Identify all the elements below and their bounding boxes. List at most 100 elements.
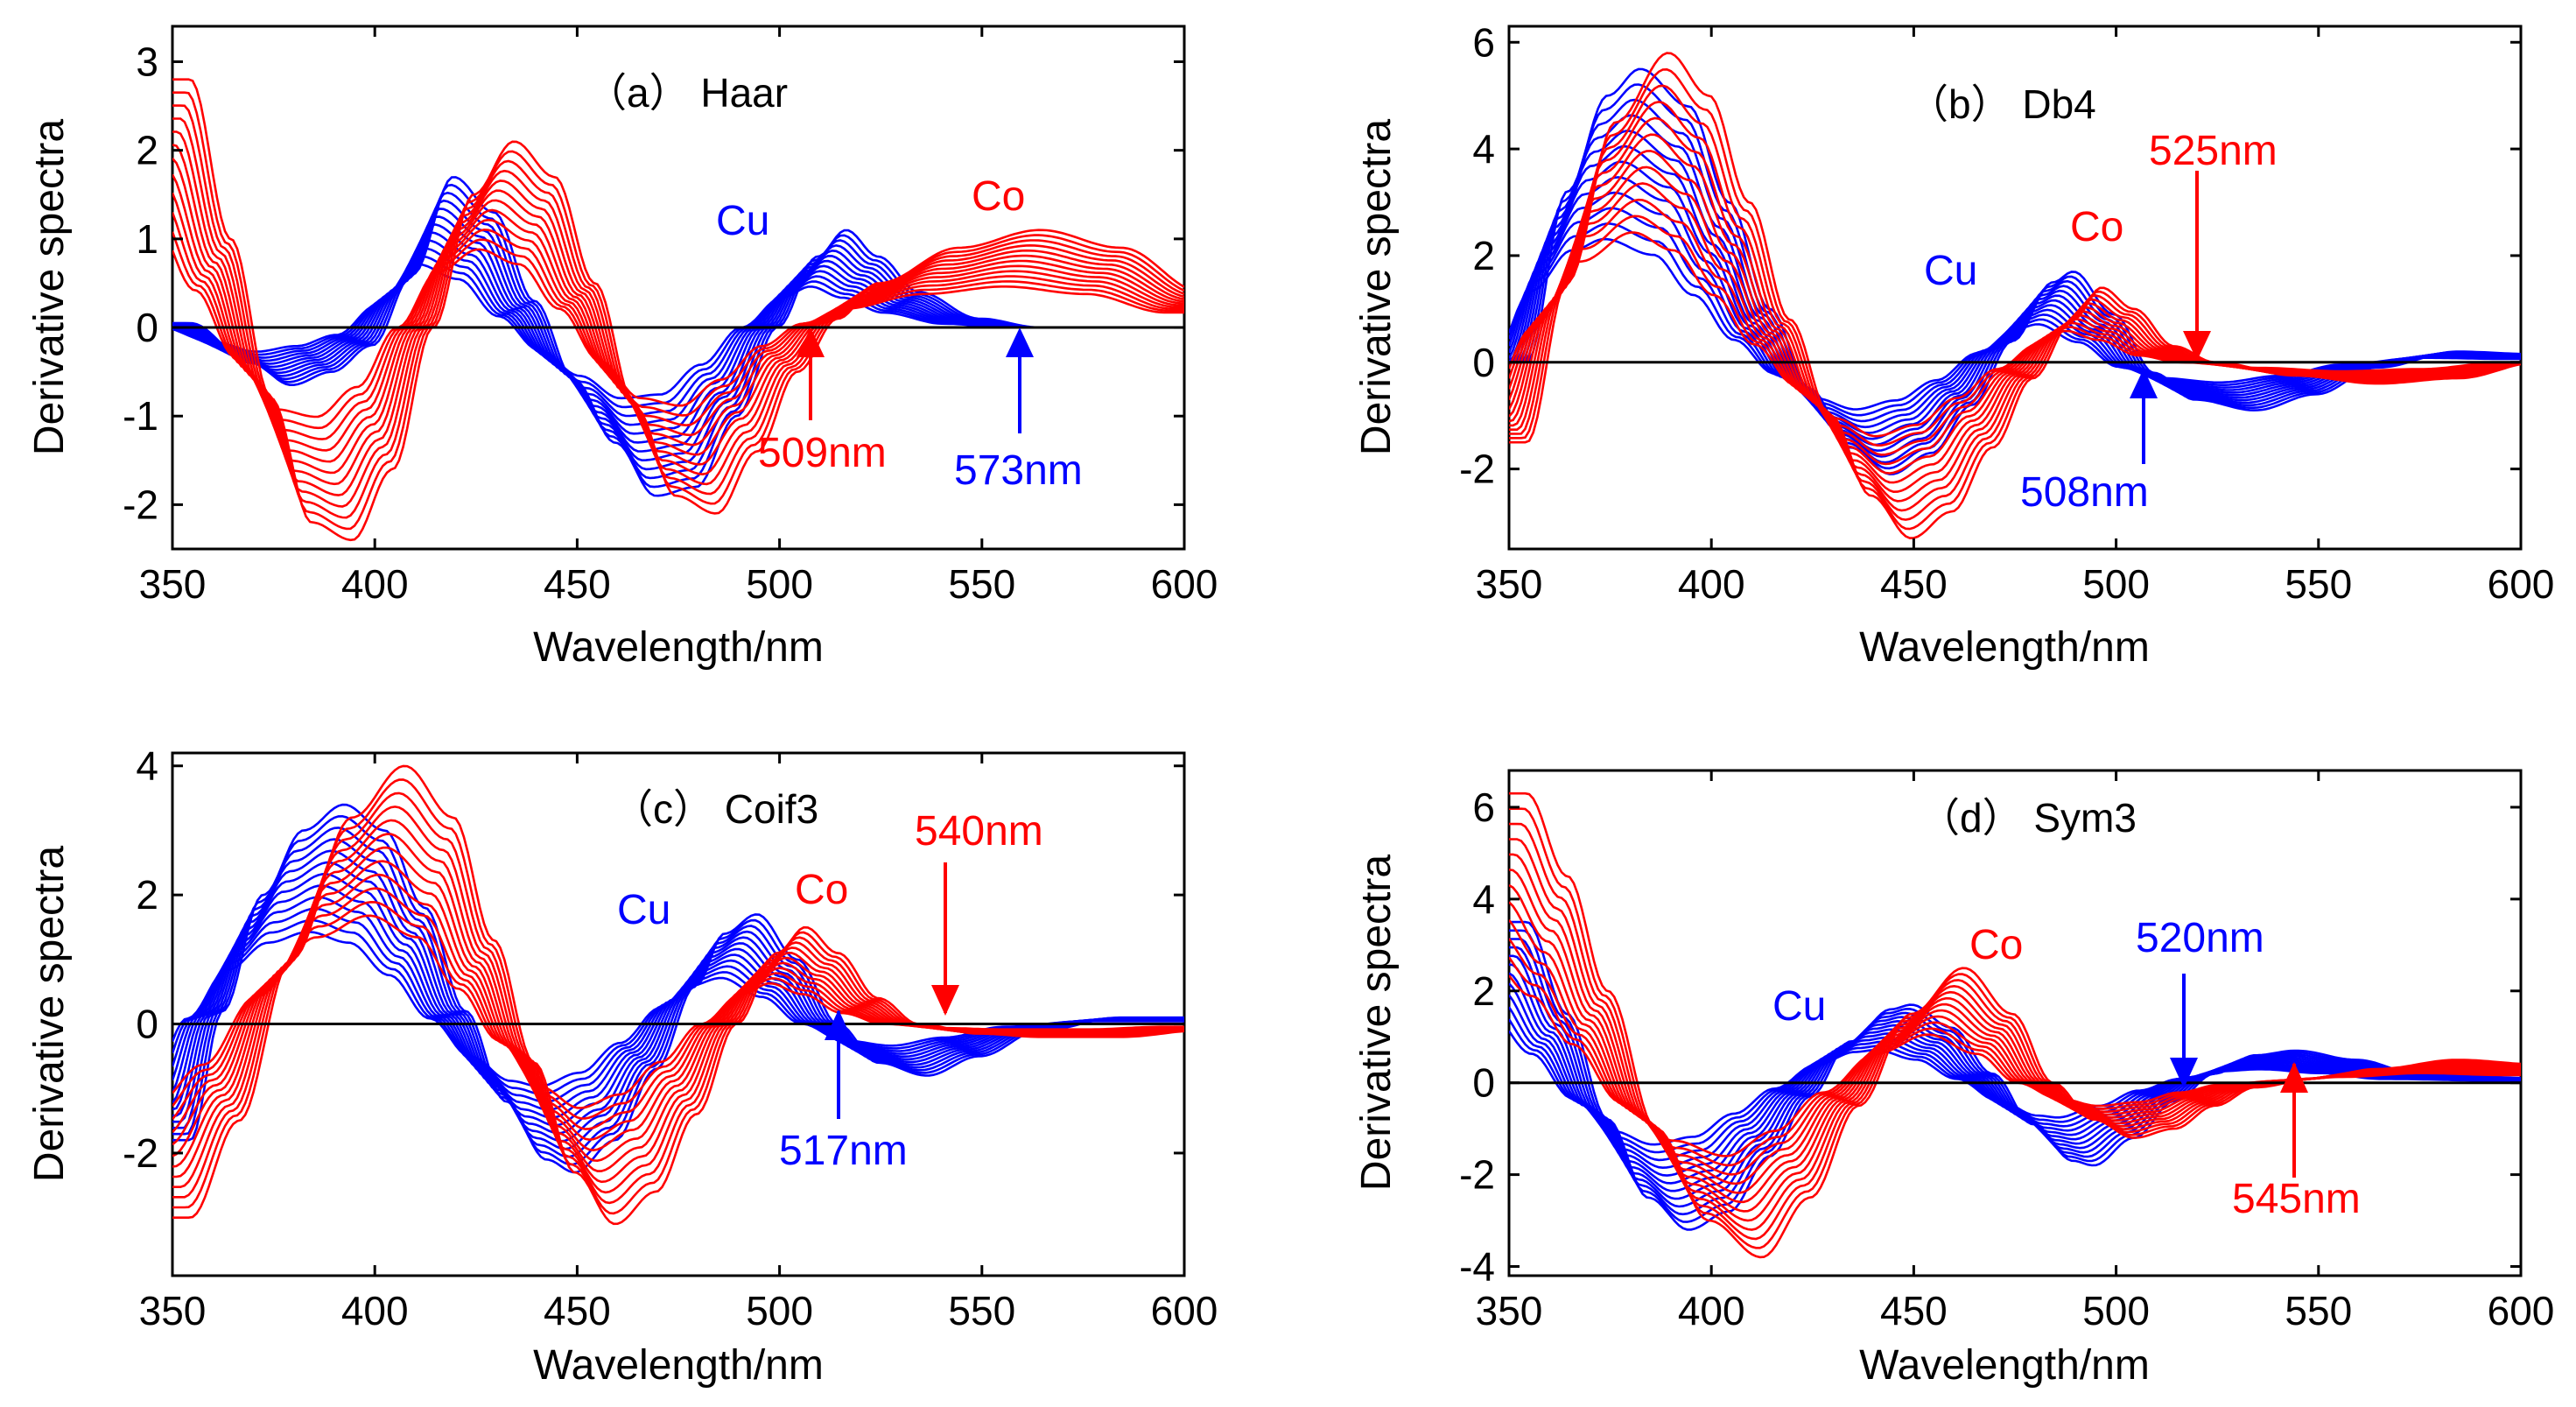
series-curve [1509,198,2521,456]
series-co [172,764,1184,1226]
y-tick-label: 2 [1472,968,1495,1014]
marker-label-520: 520nm [2136,915,2264,961]
x-axis-label: Wavelength/nm [1859,624,2150,671]
cu-label: Cu [1772,983,1826,1030]
marker-label-508: 508nm [2020,469,2149,516]
y-tick-label: 3 [136,39,158,84]
y-tick-label: -2 [123,1130,158,1176]
y-tick-label: 6 [1472,784,1495,830]
x-tick-label: 350 [1476,1288,1543,1333]
series-curve [172,78,1184,542]
x-tick-label: 600 [1151,1288,1218,1333]
ticks: 350 400 450 500 550 600 -4 -2 0 2 4 6 [1459,770,2554,1333]
x-tick-label: 450 [1880,1288,1948,1333]
curves [172,764,1184,1226]
panel-title: （b） Db4 [1908,81,2096,127]
x-axis-label: Wavelength/nm [1859,1342,2150,1389]
y-tick-label: -4 [1459,1244,1495,1290]
panel-title: （c） Coif3 [613,786,818,832]
y-axis-label: Derivative spectra [1353,119,1400,455]
marker-arrow-520 [2170,974,2198,1088]
curves [1509,52,2521,539]
marker-arrow-545 [2280,1062,2308,1178]
y-axis-label: Derivative spectra [26,119,73,455]
panel-b: 350 400 450 500 550 600 -2 0 2 4 6 （b） Db4 Cu Co 5… [1353,19,2554,671]
x-tick-label: 450 [1880,561,1948,607]
series-curve [172,144,1184,486]
series-curve [1509,791,2521,1259]
y-tick-label: 0 [136,305,158,350]
y-tick-label: 0 [1472,1060,1495,1106]
series-curve [172,764,1184,1226]
series-curve [172,192,1184,452]
x-tick-label: 450 [544,561,611,607]
y-tick-label: 2 [136,128,158,173]
series-curve [172,104,1184,519]
series-co [1509,52,2521,539]
y-tick-label: 4 [136,743,158,789]
y-tick-label: 2 [136,872,158,918]
series-curve [1509,938,2521,1216]
x-tick-label: 600 [2488,561,2555,607]
series-co [1509,791,2521,1259]
marker-label-573: 573nm [954,447,1083,494]
co-label: Co [795,867,848,913]
series-curve [172,117,1184,508]
y-tick-label: 0 [1472,340,1495,385]
x-tick-label: 450 [544,1288,611,1333]
x-tick-label: 500 [2082,1288,2150,1333]
y-tick-label: -2 [1459,447,1495,492]
cu-label: Cu [617,887,670,933]
marker-label-545: 545nm [2232,1176,2361,1222]
series-curve [172,157,1184,475]
co-label: Co [972,173,1025,220]
panel-a: 350 400 450 500 550 600 -2 -1 0 1 2 3 （a） Haar Cu C… [26,25,1218,671]
series-co [172,78,1184,542]
x-tick-label: 550 [2285,561,2352,607]
ticks: 350 400 450 500 550 600 -2 -1 0 1 2 3 [123,26,1218,607]
series-curve [172,212,1184,440]
cu-label: Cu [716,198,769,244]
x-tick-label: 600 [2488,1288,2555,1333]
x-tick-label: 500 [2082,561,2150,607]
y-axis-label: Derivative spectra [26,846,73,1182]
y-tick-label: 0 [136,1002,158,1047]
series-curve [1509,52,2521,539]
ticks: 350 400 450 500 550 600 -2 0 2 4 [123,743,1218,1333]
panel-title: （d） Sym3 [1920,795,2137,841]
series-curve [1509,920,2521,1231]
y-tick-label: -2 [1459,1152,1495,1198]
x-tick-label: 400 [1678,1288,1745,1333]
x-tick-label: 350 [139,561,207,607]
x-tick-label: 500 [746,561,813,607]
series-curve [1509,946,2521,1208]
marker-label-540: 540nm [915,808,1043,855]
x-tick-label: 550 [948,1288,1015,1333]
marker-arrow-517 [825,1010,853,1119]
x-tick-label: 350 [139,1288,207,1333]
x-tick-label: 400 [341,561,409,607]
x-tick-label: 550 [948,561,1015,607]
series-curve [172,803,1184,1174]
series-curve [1509,130,2521,453]
marker-arrow-540 [931,862,959,1016]
marker-arrow-509 [797,327,825,420]
series-curve [172,173,1184,463]
marker-label-525: 525nm [2149,128,2278,174]
panel-title: （a） Haar [586,70,788,116]
x-tick-label: 400 [1678,561,1745,607]
x-axis-label: Wavelength/nm [533,1342,824,1389]
x-tick-label: 500 [746,1288,813,1333]
series-curve [1509,929,2521,1223]
y-axis-label: Derivative spectra [1353,855,1400,1191]
marker-label-517: 517nm [779,1128,908,1174]
series-curve [172,130,1184,496]
curves [1509,791,2521,1259]
y-tick-label: 4 [1472,876,1495,922]
x-tick-label: 600 [1151,561,1218,607]
y-tick-label: -2 [123,482,158,527]
panel-d: 350 400 450 500 550 600 -4 -2 0 2 4 6 （d） Sym3 Cu C… [1353,769,2554,1389]
series-curve [172,91,1184,531]
y-tick-label: -1 [123,393,158,439]
